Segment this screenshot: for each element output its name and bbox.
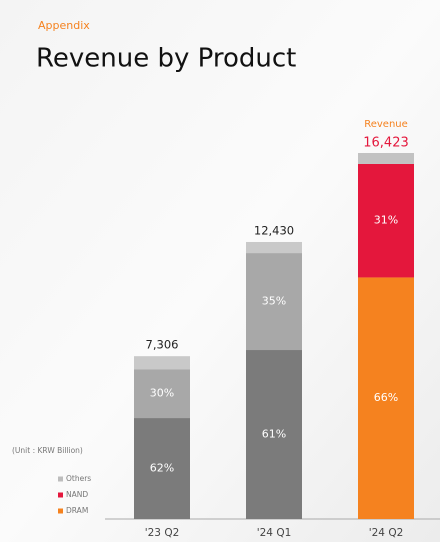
value-label: 31% bbox=[374, 214, 398, 227]
bar-segment bbox=[358, 163, 414, 278]
chart-title: Revenue by Product bbox=[36, 44, 296, 74]
legend-label: DRAM bbox=[66, 506, 88, 515]
bar-segment bbox=[358, 277, 414, 519]
x-tick-label: '24 Q1 bbox=[257, 527, 292, 539]
bar-segment bbox=[246, 241, 302, 254]
legend-swatch bbox=[58, 492, 63, 498]
legend-label: NAND bbox=[66, 490, 88, 499]
subtitle: Appendix bbox=[38, 19, 90, 32]
unit-note: (Unit : KRW Billion) bbox=[12, 446, 83, 455]
x-tick-label: '24 Q2 bbox=[369, 527, 404, 539]
value-label: 30% bbox=[150, 387, 174, 400]
legend-swatch bbox=[58, 508, 63, 514]
total-label: 16,423 bbox=[363, 136, 409, 151]
total-label: 12,430 bbox=[254, 223, 294, 237]
value-label: 61% bbox=[262, 428, 286, 441]
bar-segment bbox=[134, 418, 190, 519]
bar-segment bbox=[246, 350, 302, 519]
legend-label: Others bbox=[66, 474, 91, 483]
bar-segment bbox=[134, 369, 190, 419]
value-label: 62% bbox=[150, 462, 174, 475]
value-label: 66% bbox=[374, 391, 398, 404]
value-label: 35% bbox=[262, 295, 286, 308]
bar-segment bbox=[246, 253, 302, 351]
total-label: 7,306 bbox=[146, 338, 179, 352]
bar-segment bbox=[134, 356, 190, 370]
total-name: Revenue bbox=[364, 119, 408, 130]
x-tick-label: '23 Q2 bbox=[145, 527, 180, 539]
bar-segment bbox=[358, 153, 414, 164]
legend-swatch bbox=[58, 476, 63, 482]
